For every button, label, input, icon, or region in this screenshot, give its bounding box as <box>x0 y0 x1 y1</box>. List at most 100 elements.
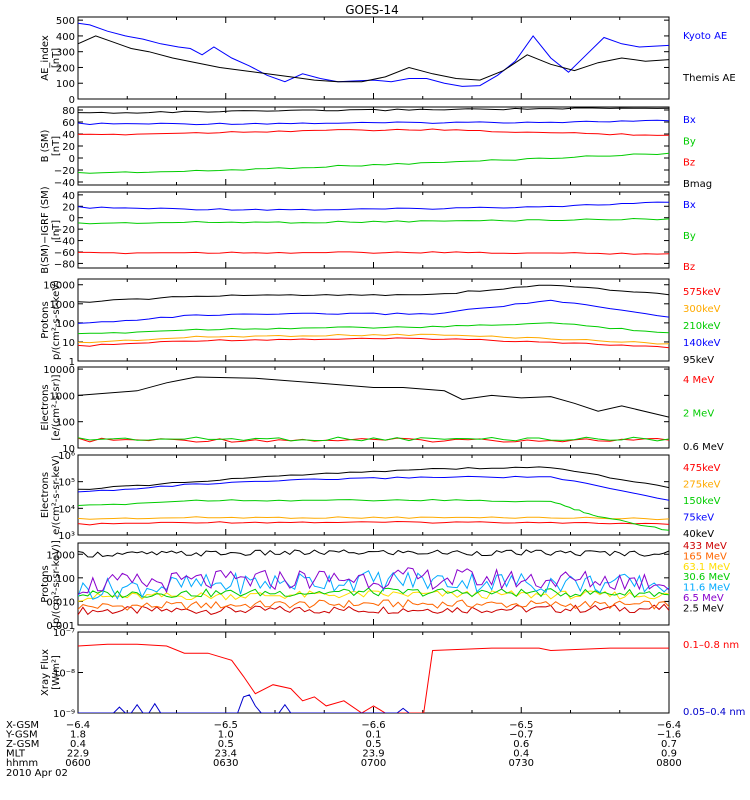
panel-electrons_kev: 10⁶ 10⁵ 10⁴ 10³ Electrons e/(cm²-s-sr-keV) 475… <box>40 451 721 542</box>
panel-electrons_mev: 10000 1000 100 10 Electrons [e/(cm²-s-sr)] 4 M… <box>40 365 724 455</box>
y-tick-label: 10000 <box>43 281 75 292</box>
y-axis-label: AE_index <box>40 35 51 81</box>
legend-entry: 575keV <box>683 287 721 298</box>
y-tick-label: −20 <box>54 166 75 177</box>
time-axis-row-label: MLT <box>6 749 26 760</box>
time-axis-value: −1.6 <box>657 730 681 741</box>
series-group <box>78 201 669 255</box>
series-line-bmag <box>78 107 669 114</box>
legend-entry: By <box>683 136 696 147</box>
time-axis-value: 0600 <box>65 758 90 769</box>
series-line-bz <box>78 251 669 255</box>
y-tick-label: −40 <box>54 178 75 189</box>
series-line-6-5-mev <box>78 567 669 595</box>
series-group <box>78 107 669 174</box>
legend-entry: Bz <box>683 262 695 273</box>
series-line-150kev <box>78 498 669 531</box>
y-tick-label: 10⁻⁸ <box>53 669 75 680</box>
legend-entry: 2.5 MeV <box>683 603 724 614</box>
time-axis-value: −6.4 <box>66 720 90 731</box>
series-line-300kev <box>78 333 669 345</box>
y-tick-label: 0 <box>69 214 75 225</box>
series-line-bz <box>78 128 669 136</box>
y-axis-label: e/(cm²-s-sr-keV) <box>51 455 62 535</box>
time-axis-row-label: hhmm <box>6 758 38 769</box>
y-tick-label: 0 <box>69 95 75 106</box>
legend-entry: 0.05–0.4 nm <box>683 707 745 718</box>
series-line-575kev <box>78 337 669 349</box>
legend-entry: 2 MeV <box>683 409 714 420</box>
y-tick-label: 500 <box>56 16 75 27</box>
legend-entry: Bz <box>683 158 695 169</box>
series-line-475kev <box>78 520 669 526</box>
legend-entry: 165 MeV <box>683 551 727 562</box>
series-group <box>78 284 669 349</box>
series-line-themis-ae <box>78 35 669 83</box>
y-tick-label: 0.010 <box>46 597 75 608</box>
y-tick-label: 0 <box>69 154 75 165</box>
time-axis-value: 0.5 <box>218 739 234 750</box>
legend-entry: Bx <box>683 115 696 126</box>
time-axis-value: −0.7 <box>509 730 533 741</box>
series-line-0-6-mev <box>78 376 669 418</box>
time-axis-row-label: Y-GSM <box>5 730 38 741</box>
time-axis-value: 0.4 <box>513 749 529 760</box>
series-line-0-1-0-8-nm <box>78 643 669 713</box>
legend-entry: 4 MeV <box>683 375 714 386</box>
y-tick-label: 10³ <box>58 531 75 542</box>
series-line-2-mev <box>78 436 669 442</box>
y-tick-label: 1.000 <box>46 550 75 561</box>
y-tick-label: 0.100 <box>46 574 75 585</box>
legend-entry: 150keV <box>683 496 721 507</box>
legend-entry: 11.6 MeV <box>683 583 730 594</box>
time-axis-value: 1.0 <box>218 730 234 741</box>
y-tick-label: −40 <box>54 237 75 248</box>
y-axis-label: Electrons <box>40 384 51 430</box>
panel-frame <box>77 16 670 100</box>
series-line-210kev <box>78 322 669 335</box>
chart-title: GOES-14 <box>345 3 399 17</box>
y-tick-label: 0.001 <box>46 621 75 632</box>
time-axis-value: −6.5 <box>214 720 238 731</box>
series-line-by <box>78 152 669 174</box>
series-group <box>78 22 669 87</box>
legend-entry: 63.1 MeV <box>683 562 730 573</box>
legend-entry: 433 MeV <box>683 541 727 552</box>
series-group <box>78 466 669 531</box>
y-tick-label: 10 <box>62 338 75 349</box>
y-tick-label: 10⁴ <box>58 504 75 515</box>
time-axis-value: −6.6 <box>361 720 385 731</box>
y-tick-label: 400 <box>56 32 75 43</box>
legend-entry: 95keV <box>683 355 714 366</box>
y-tick-label: 1000 <box>50 300 75 311</box>
series-group <box>78 376 669 443</box>
legend-entry: 40keV <box>683 529 714 540</box>
series-line-140kev <box>78 299 669 324</box>
legend-entry: 0.1–0.8 nm <box>683 640 739 651</box>
y-tick-label: 10⁻⁷ <box>53 628 75 639</box>
y-tick-label: 60 <box>62 118 75 129</box>
time-axis-value: 0.4 <box>70 739 86 750</box>
y-tick-label: −80 <box>54 259 75 270</box>
y-axis-label: [nT] <box>51 48 62 68</box>
series-line-4-mev <box>78 437 669 443</box>
y-tick-label: 40 <box>62 191 75 202</box>
legend-entry: 140keV <box>683 338 721 349</box>
y-tick-label: 10⁶ <box>58 451 75 462</box>
series-line-95kev <box>78 284 669 303</box>
y-tick-label: 80 <box>62 106 75 117</box>
y-tick-label: −20 <box>54 225 75 236</box>
time-axis-value: 0700 <box>361 758 386 769</box>
time-axis-value: 0.7 <box>661 739 677 750</box>
y-axis-label: [p/(cm²-s-sr-keV)] <box>51 540 62 628</box>
plot-date: 2010 Apr 02 <box>6 768 68 779</box>
legend-entry: Themis AE <box>682 73 736 84</box>
panel-frame <box>77 631 670 714</box>
y-axis-label: B (SM) <box>40 129 51 162</box>
y-axis-label: Electrons <box>40 472 51 518</box>
time-axis-value: −6.4 <box>657 720 681 731</box>
y-axis-label: B(SM)−IGRF (SM) <box>40 186 51 273</box>
